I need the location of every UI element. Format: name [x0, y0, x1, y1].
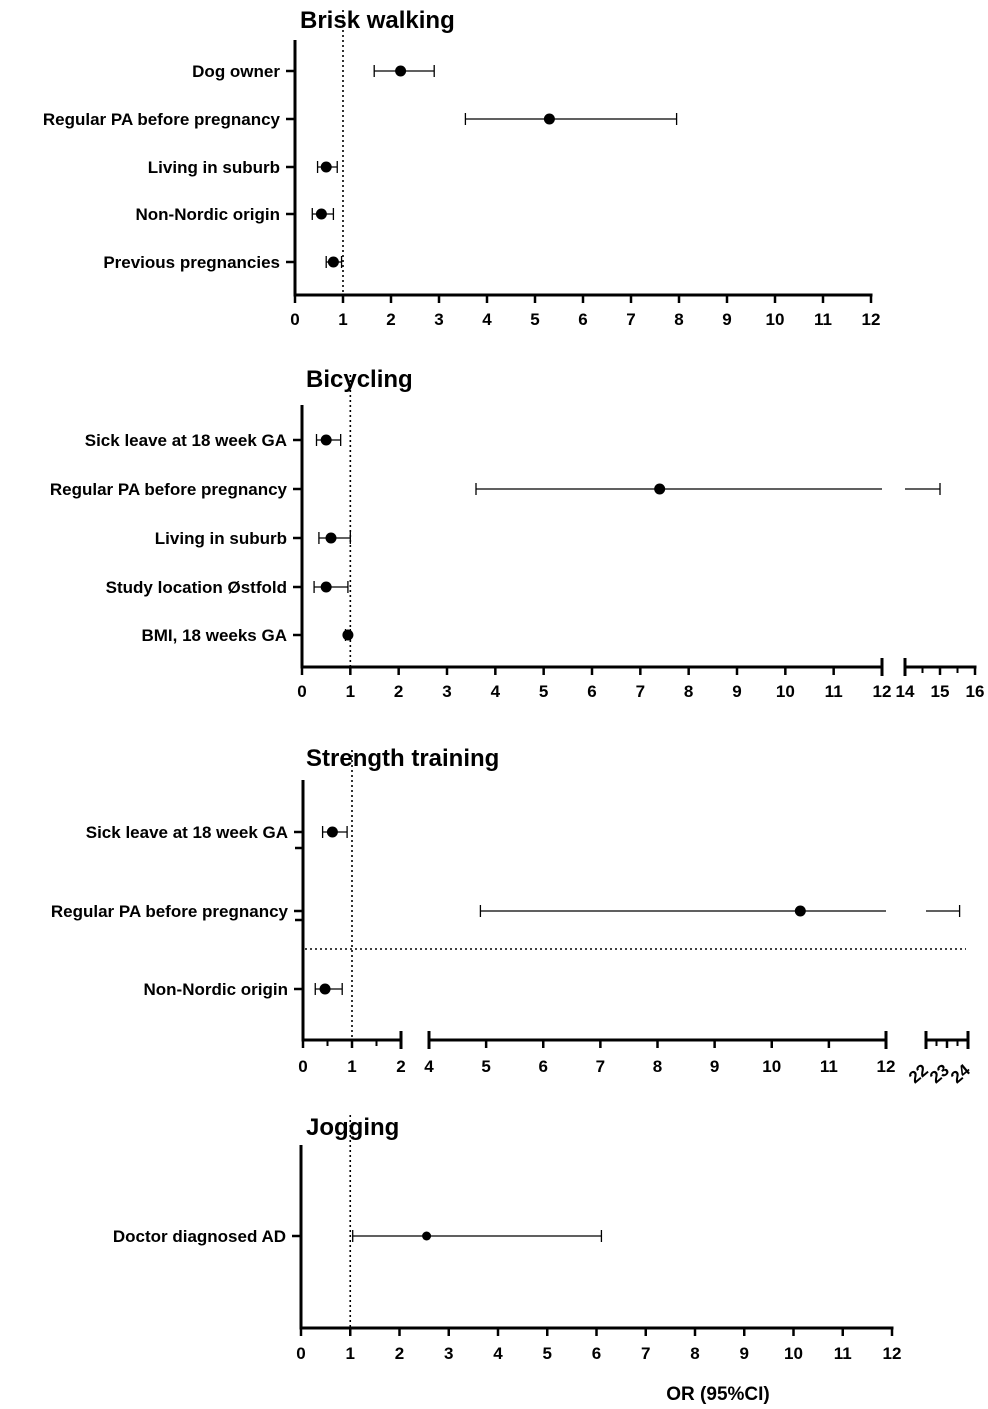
x-tick-label: 2: [395, 1344, 404, 1363]
or-point: [654, 483, 666, 495]
x-tick-label: 0: [297, 682, 306, 701]
x-tick-label: 11: [814, 310, 832, 329]
row-label: Regular PA before pregnancy: [50, 480, 288, 499]
row-label: Study location Østfold: [106, 578, 287, 597]
x-tick-label: 9: [740, 1344, 749, 1363]
x-tick-label: 2: [386, 310, 395, 329]
x-tick-label: 4: [491, 682, 501, 701]
row-label: Sick leave at 18 week GA: [85, 431, 287, 450]
x-tick-label: 5: [481, 1057, 490, 1076]
x-tick-label: 9: [710, 1057, 719, 1076]
or-point: [422, 1231, 432, 1241]
x-tick-label: 11: [834, 1344, 852, 1363]
x-tick-label: 2: [394, 682, 403, 701]
x-tick-label: 1: [346, 1344, 355, 1363]
x-tick-label: 0: [298, 1057, 307, 1076]
x-tick-label: 6: [539, 1057, 548, 1076]
x-tick-label: 12: [883, 1344, 902, 1363]
or-point: [327, 256, 339, 268]
x-tick-label: 15: [931, 682, 950, 701]
row-label: Sick leave at 18 week GA: [86, 823, 288, 842]
x-tick-label: 6: [578, 310, 587, 329]
x-tick-label: 7: [636, 682, 645, 701]
x-tick-label: 5: [530, 310, 539, 329]
x-tick-label: 0: [296, 1344, 305, 1363]
x-tick-label: 3: [434, 310, 443, 329]
or-point: [342, 629, 354, 641]
or-point: [319, 983, 331, 995]
panel-title: Jogging: [306, 1114, 399, 1141]
row-label: Regular PA before pregnancy: [43, 110, 281, 129]
x-tick-label: 16: [966, 682, 985, 701]
x-tick-label: 10: [784, 1344, 803, 1363]
x-tick-label: 6: [592, 1344, 601, 1363]
x-tick-label: 7: [626, 310, 635, 329]
panel-strength-training: Strength training 0 1 2 4 5 6 7 8 9 10 11 12 222324S…: [51, 745, 974, 1087]
row-label: Regular PA before pregnancy: [51, 902, 289, 921]
or-point: [794, 905, 806, 917]
x-tick-label: 24: [947, 1060, 974, 1087]
or-point: [320, 581, 332, 593]
x-tick-label: 0: [290, 310, 299, 329]
x-tick-label: 14: [896, 682, 915, 701]
panel-title: Brisk walking: [300, 7, 455, 34]
x-tick-label: 4: [493, 1344, 503, 1363]
x-tick-label: 1: [338, 310, 347, 329]
x-tick-label: 11: [820, 1057, 838, 1076]
x-tick-label: 3: [444, 1344, 453, 1363]
x-tick-label: 12: [877, 1057, 896, 1076]
x-tick-label: 12: [873, 682, 892, 701]
or-point: [325, 532, 337, 544]
or-point: [395, 65, 407, 77]
or-point: [320, 161, 332, 173]
x-tick-label: 10: [762, 1057, 781, 1076]
row-label: Living in suburb: [155, 529, 287, 548]
x-tick-label: 7: [641, 1344, 650, 1363]
row-label: Doctor diagnosed AD: [113, 1227, 286, 1246]
x-tick-label: 1: [347, 1057, 356, 1076]
x-tick-label: 5: [539, 682, 548, 701]
or-point: [326, 826, 338, 838]
x-tick-label: 9: [732, 682, 741, 701]
x-axis-label: OR (95%CI): [666, 1384, 769, 1405]
x-tick-label: 9: [722, 310, 731, 329]
x-tick-label: 8: [674, 310, 683, 329]
x-tick-label: 10: [766, 310, 785, 329]
x-tick-label: 4: [424, 1057, 434, 1076]
row-label: BMI, 18 weeks GA: [141, 626, 287, 645]
row-label: Non-Nordic origin: [144, 980, 288, 999]
row-label: Living in suburb: [148, 158, 280, 177]
x-tick-label: 4: [482, 310, 492, 329]
x-tick-label: 7: [596, 1057, 605, 1076]
x-tick-label: 8: [684, 682, 693, 701]
x-tick-label: 6: [587, 682, 596, 701]
x-tick-label: 3: [442, 682, 451, 701]
panel-title: Bicycling: [306, 366, 413, 393]
x-tick-label: 12: [862, 310, 881, 329]
panel-title: Strength training: [306, 745, 499, 772]
or-point: [543, 113, 555, 125]
x-tick-label: 5: [543, 1344, 552, 1363]
row-label: Dog owner: [192, 62, 280, 81]
x-tick-label: 11: [825, 682, 843, 701]
or-point: [315, 208, 327, 220]
row-label: Previous pregnancies: [103, 253, 280, 272]
x-tick-label: 2: [396, 1057, 405, 1076]
row-label: Non-Nordic origin: [136, 205, 280, 224]
or-point: [320, 434, 332, 446]
x-tick-label: 1: [346, 682, 355, 701]
x-tick-label: 8: [653, 1057, 662, 1076]
x-tick-label: 10: [776, 682, 795, 701]
x-tick-label: 8: [690, 1344, 699, 1363]
